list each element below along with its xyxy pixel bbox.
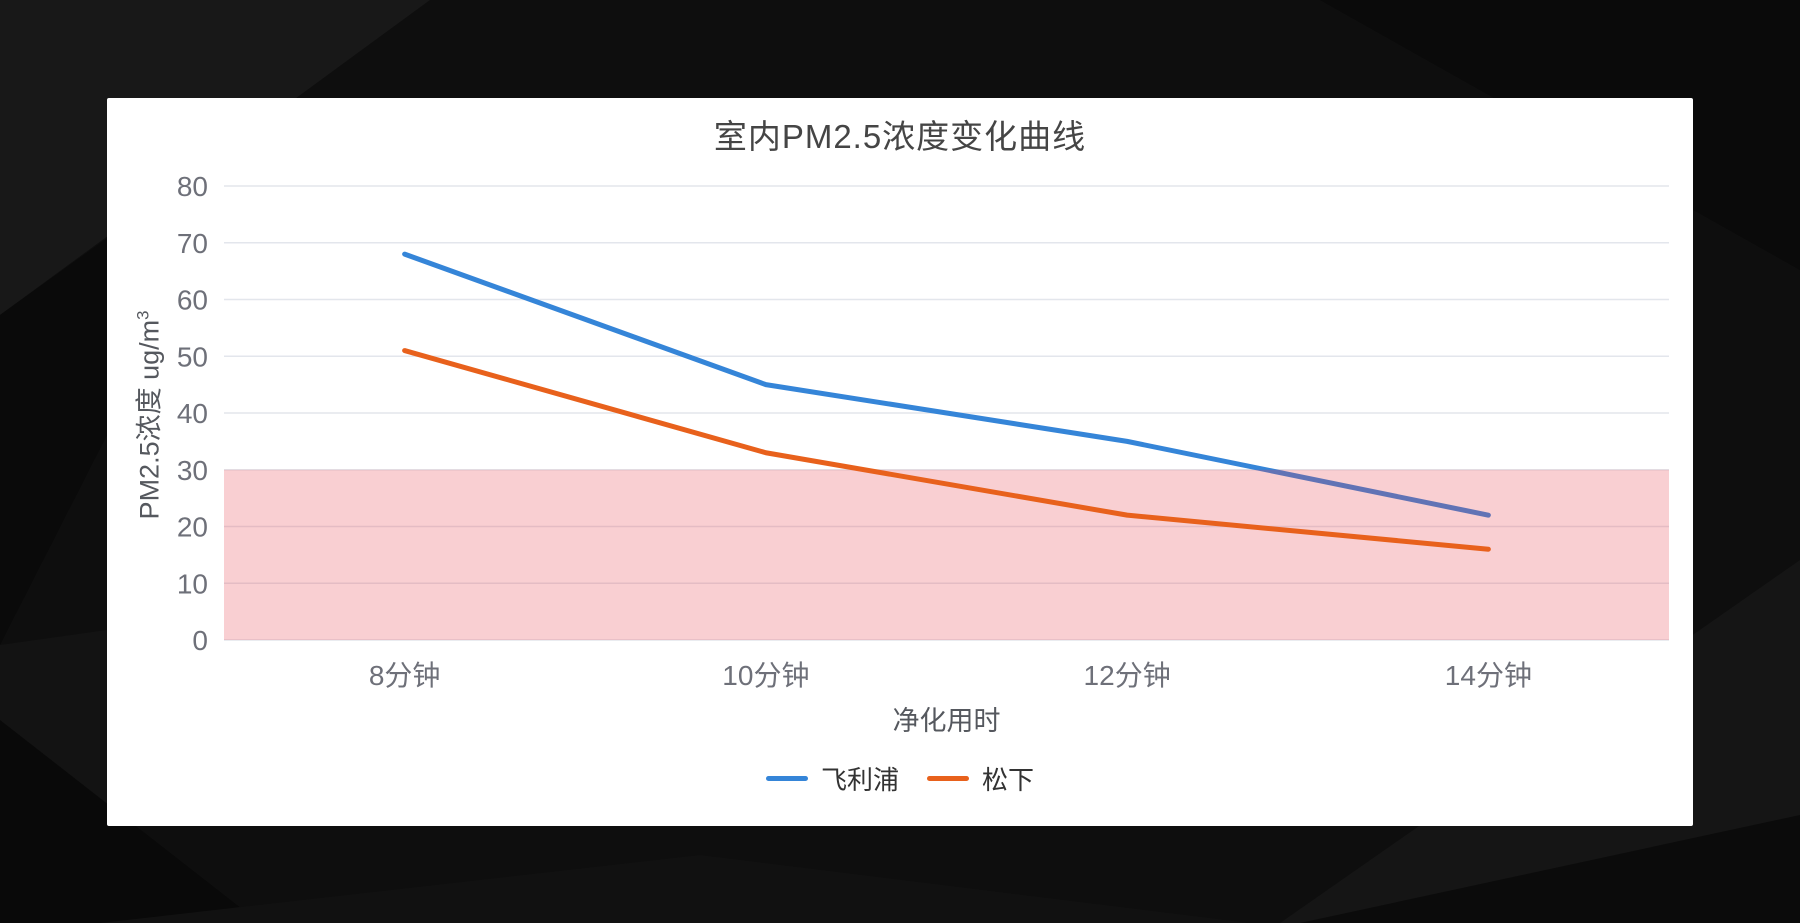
y-tick-label: 70: [177, 228, 208, 259]
y-tick-label: 0: [192, 625, 208, 656]
series-line-1: [402, 348, 1491, 552]
x-axis-title: 净化用时: [893, 706, 1001, 736]
legend-item-0[interactable]: 飞利浦: [765, 760, 899, 797]
y-tick-label: 80: [177, 171, 208, 202]
y-tick-label: 40: [177, 398, 208, 429]
y-tick-label: 20: [177, 512, 208, 543]
safe-zone-band: [224, 469, 1669, 640]
y-axis-title-superscript: 3: [133, 310, 153, 320]
x-tick-label: 10分钟: [722, 660, 809, 691]
y-axis-title: PM2.5浓度 ug/m3: [128, 311, 167, 520]
legend-line-marker: [927, 776, 969, 781]
y-tick-label: 50: [177, 341, 208, 372]
y-tick-label: 60: [177, 285, 208, 316]
y-tick-label: 10: [177, 568, 208, 599]
y-axis-title-text: PM2.5浓度 ug/m: [134, 319, 165, 520]
background-facet: [1300, 815, 1800, 923]
legend-label: 松下: [982, 765, 1035, 795]
chart-legend: 飞利浦 松下: [107, 760, 1693, 797]
chart-title: 室内PM2.5浓度变化曲线: [713, 118, 1087, 155]
chart-card: 室内PM2.5浓度变化曲线 0 10 20 30 40 50 60 70 80 8分钟 10分钟 12…: [107, 98, 1693, 826]
y-tick-label: 30: [177, 455, 208, 486]
legend-label: 飞利浦: [820, 765, 899, 795]
legend-item-1[interactable]: 松下: [927, 760, 1034, 797]
x-tick-label: 8分钟: [369, 660, 441, 691]
background-facet: [100, 855, 1250, 923]
x-tick-label: 14分钟: [1445, 660, 1532, 691]
x-tick-label: 12分钟: [1084, 660, 1171, 691]
legend-line-marker: [765, 776, 808, 781]
series-line-0: [402, 251, 1491, 518]
